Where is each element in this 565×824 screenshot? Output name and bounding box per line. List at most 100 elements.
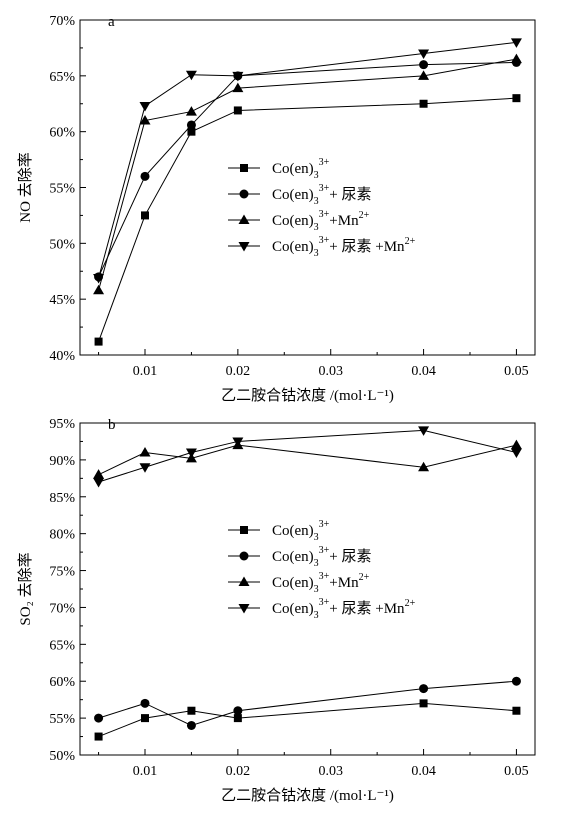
data-point-triangle-down	[510, 448, 522, 459]
data-point-triangle-up	[510, 53, 522, 64]
y-tick-label: 45%	[49, 293, 75, 308]
y-axis-title: SO₂ 去除率	[17, 552, 34, 625]
data-point-triangle-up	[418, 461, 430, 472]
legend-item: Co(en)33++ 尿素	[228, 183, 372, 207]
data-point-square	[141, 714, 149, 723]
x-tick-label: 0.01	[133, 364, 158, 379]
legend-marker-triangle-up	[238, 214, 250, 224]
data-point-circle	[419, 684, 429, 694]
series-line	[98, 444, 517, 476]
series-circle	[94, 676, 521, 730]
y-tick-label: 40%	[49, 349, 75, 364]
x-axis-title: 乙二胺合钴浓度 /(mol·L⁻¹)	[221, 387, 394, 404]
legend-label: Co(en)33+	[272, 157, 330, 181]
x-tick-label: 0.01	[133, 764, 158, 779]
data-point-triangle-up	[510, 439, 522, 450]
y-tick-label: 70%	[49, 601, 75, 616]
data-point-square	[141, 211, 149, 220]
chart-panel-a: 40% 45% 50% 55% 60% 65% 70% 0.01 0.02 0.03 0.04 0.0…	[17, 14, 536, 404]
legend-marker-triangle-down	[238, 604, 250, 614]
y-tick-label: 65%	[49, 638, 75, 653]
series-line	[98, 429, 517, 483]
data-point-triangle-down	[93, 478, 105, 488]
series-square	[94, 699, 521, 741]
y-tick-label: 50%	[49, 749, 75, 764]
x-tick-label: 0.05	[504, 364, 529, 379]
legend-item: Co(en)33+	[228, 157, 330, 181]
y-tick-label: 50%	[49, 237, 75, 252]
data-point-circle	[511, 676, 521, 686]
data-point-triangle-down	[418, 49, 430, 59]
data-point-triangle-up	[93, 284, 105, 295]
series-triangle-down	[93, 426, 522, 488]
legend-item: Co(en)33+	[228, 519, 330, 543]
x-tick-label: 0.02	[226, 764, 251, 779]
data-point-circle	[94, 713, 104, 723]
y-tick-label: 95%	[49, 417, 75, 432]
data-point-triangle-down	[418, 426, 430, 436]
series-line	[98, 41, 517, 279]
legend-marker-square	[240, 164, 248, 172]
data-point-square	[233, 714, 242, 723]
legend-label: Co(en)33++ 尿素	[272, 545, 372, 569]
data-point-triangle-down	[232, 71, 244, 82]
legend-item: Co(en)33++Mn2+	[228, 571, 370, 595]
legend: Co(en)33+Co(en)33++ 尿素Co(en)33++Mn2+Co(e…	[228, 519, 416, 621]
y-tick-label: 75%	[49, 565, 75, 580]
data-point-triangle-down	[139, 101, 151, 112]
x-tick-label: 0.04	[411, 364, 436, 379]
data-point-triangle-up	[232, 82, 244, 93]
series-line	[98, 97, 517, 342]
data-point-square	[94, 732, 103, 741]
data-point-triangle-down	[510, 38, 522, 48]
y-tick-label: 80%	[49, 528, 75, 543]
legend-label: Co(en)33+	[272, 519, 330, 543]
data-point-triangle-up	[139, 447, 151, 457]
data-point-triangle-down	[93, 273, 105, 284]
data-point-triangle-down	[139, 463, 151, 473]
series-triangle-up	[93, 53, 522, 295]
x-axis-title: 乙二胺合钴浓度 /(mol·L⁻¹)	[221, 787, 394, 804]
panel-label: b	[108, 417, 116, 433]
series-square	[94, 94, 521, 346]
x-tick-label: 0.02	[226, 364, 251, 379]
chart-panel-b: 50% 55% 60% 65% 70% 75% 80% 85% 90% 95% 0.01 0.02 0.…	[17, 417, 536, 804]
series-line	[98, 680, 517, 727]
data-point-circle	[233, 706, 243, 716]
data-point-triangle-up	[139, 115, 151, 125]
data-point-circle	[419, 60, 429, 70]
y-axis-title: NO 去除率	[17, 152, 34, 222]
legend-item: Co(en)33++ 尿素 +Mn2+	[228, 235, 416, 259]
x-tick-label: 0.03	[318, 364, 343, 379]
legend-marker-triangle-down	[238, 242, 250, 252]
series-triangle-down	[93, 38, 522, 284]
data-point-circle	[140, 698, 150, 708]
y-tick-label: 55%	[49, 182, 75, 197]
legend-marker-circle	[239, 551, 249, 561]
y-tick-label: 60%	[49, 126, 75, 141]
data-point-square	[512, 94, 521, 103]
y-tick-label: 65%	[49, 70, 75, 85]
data-point-triangle-down	[185, 448, 197, 459]
y-tick-label: 85%	[49, 491, 75, 506]
series-line	[98, 702, 517, 738]
legend-marker-square	[240, 526, 248, 534]
data-point-circle	[140, 171, 150, 181]
x-tick-label: 0.04	[411, 764, 436, 779]
data-point-square	[94, 337, 103, 346]
legend-item: Co(en)33++Mn2+	[228, 209, 370, 233]
data-point-triangle-down	[232, 437, 244, 447]
y-tick-label: 90%	[49, 454, 75, 469]
data-point-square	[187, 706, 196, 715]
data-point-triangle-up	[93, 469, 105, 479]
data-point-square	[419, 99, 428, 108]
series-triangle-up	[93, 439, 522, 479]
legend-item: Co(en)33++ 尿素	[228, 545, 372, 569]
x-tick-label: 0.05	[504, 764, 529, 779]
legend-marker-circle	[239, 189, 249, 199]
data-point-square	[419, 699, 428, 708]
panel-label: a	[108, 14, 115, 30]
data-point-circle	[186, 120, 196, 130]
legend-item: Co(en)33++ 尿素 +Mn2+	[228, 597, 416, 621]
